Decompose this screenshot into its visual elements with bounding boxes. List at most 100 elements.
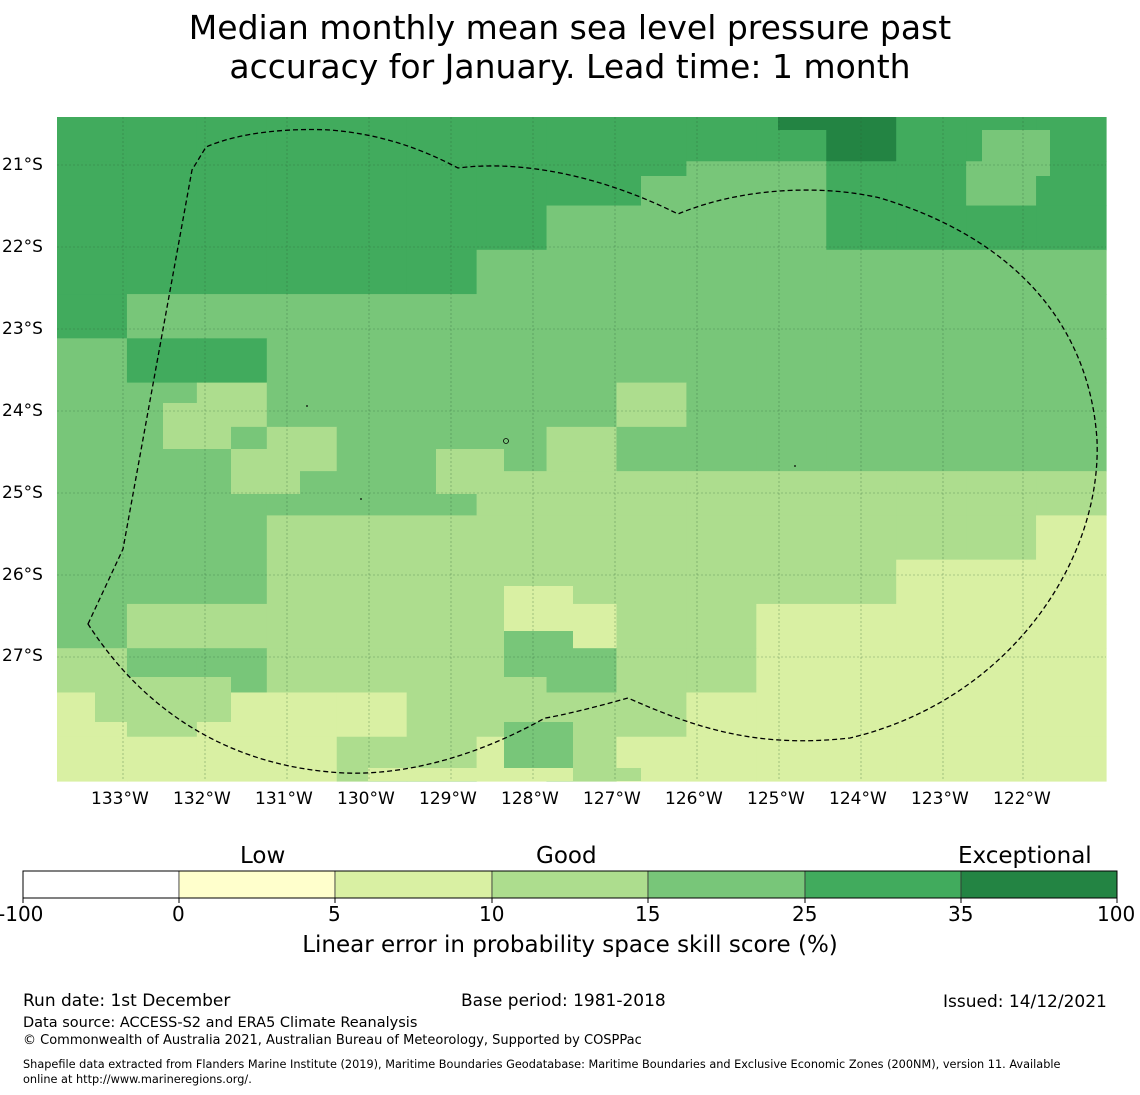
skill-cell bbox=[896, 603, 967, 649]
colorbar-caption: Linear error in probability space skill … bbox=[302, 932, 838, 958]
skill-cell bbox=[336, 426, 408, 472]
skill-cell bbox=[126, 205, 198, 251]
skill-cell bbox=[476, 338, 548, 384]
island-marker bbox=[306, 405, 308, 407]
skill-cell bbox=[1036, 382, 1107, 428]
skill-cell bbox=[406, 382, 478, 428]
skill-cell bbox=[686, 559, 757, 605]
skill-cell bbox=[57, 161, 128, 207]
skill-cell bbox=[196, 117, 268, 162]
skill-cell bbox=[266, 648, 338, 694]
lon-label: 126°W bbox=[665, 789, 723, 809]
skill-cell bbox=[266, 249, 338, 295]
tick-label: 100 bbox=[1097, 902, 1136, 926]
skill-cell bbox=[756, 603, 827, 649]
skill-cell bbox=[196, 205, 268, 251]
skill-cell bbox=[196, 249, 268, 295]
skill-cell bbox=[126, 559, 198, 605]
skill-cell bbox=[616, 515, 687, 561]
skill-cell bbox=[336, 515, 408, 561]
skill-cell bbox=[546, 117, 618, 162]
skill-cell bbox=[966, 471, 1037, 516]
skill-cell bbox=[266, 736, 338, 782]
skill-cell bbox=[406, 117, 478, 162]
category-low: Low bbox=[240, 843, 286, 869]
skill-cell bbox=[57, 559, 128, 605]
skill-cell bbox=[266, 294, 338, 339]
skill-cell bbox=[476, 294, 548, 339]
skill-cell bbox=[826, 426, 897, 472]
skill-cell bbox=[126, 161, 198, 207]
skill-cell bbox=[966, 559, 1037, 605]
skill-cell bbox=[686, 603, 757, 649]
skill-cell bbox=[616, 338, 687, 384]
skill-cell bbox=[406, 603, 478, 649]
skill-cell bbox=[476, 515, 548, 561]
skill-cell bbox=[126, 338, 198, 384]
island-marker bbox=[503, 438, 509, 444]
skill-cell bbox=[266, 559, 338, 605]
skill-cell bbox=[57, 426, 128, 472]
tick-label: 25 bbox=[792, 902, 818, 926]
skill-cell bbox=[982, 130, 1050, 176]
skill-cell bbox=[406, 515, 478, 561]
skill-grid bbox=[57, 117, 1107, 782]
skill-cell bbox=[616, 117, 687, 162]
skill-cell bbox=[616, 426, 687, 472]
skill-cell bbox=[756, 382, 827, 428]
skill-cell bbox=[546, 471, 618, 516]
skill-cell bbox=[966, 736, 1037, 782]
colorbar-bin bbox=[334, 870, 493, 899]
skill-cell bbox=[1036, 205, 1107, 251]
skill-cell bbox=[336, 648, 408, 694]
lat-label: 24°S bbox=[2, 401, 43, 421]
skill-cell bbox=[57, 294, 128, 339]
skill-cell bbox=[896, 648, 967, 694]
skill-cell bbox=[546, 161, 618, 207]
skill-cell bbox=[966, 648, 1037, 694]
lat-label: 26°S bbox=[2, 565, 43, 585]
skill-cell bbox=[896, 161, 967, 207]
copyright: © Commonwealth of Australia 2021, Austra… bbox=[23, 1033, 642, 1048]
skill-cell bbox=[826, 603, 897, 649]
skill-cell bbox=[686, 692, 757, 738]
skill-cell bbox=[336, 117, 408, 162]
category-exceptional: Exceptional bbox=[958, 843, 1092, 869]
skill-cell bbox=[57, 736, 128, 782]
island-marker bbox=[794, 465, 796, 467]
skill-cell bbox=[616, 249, 687, 295]
skill-cell bbox=[756, 559, 827, 605]
skill-cell bbox=[126, 515, 198, 561]
tick-label: 10 bbox=[479, 902, 505, 926]
skill-cell bbox=[476, 117, 548, 162]
colorbar-bin bbox=[178, 870, 336, 899]
skill-cell bbox=[336, 294, 408, 339]
skill-cell bbox=[686, 736, 757, 782]
skill-cell bbox=[504, 586, 573, 631]
skill-cell bbox=[546, 515, 618, 561]
lon-label: 125°W bbox=[747, 789, 805, 809]
run-date: Run date: 1st December bbox=[23, 991, 231, 1011]
skill-cell bbox=[966, 426, 1037, 472]
skill-cell bbox=[686, 471, 757, 516]
skill-cell bbox=[616, 294, 687, 339]
skill-cell bbox=[266, 161, 338, 207]
skill-cell bbox=[57, 249, 128, 295]
skill-cell bbox=[826, 294, 897, 339]
skill-cell bbox=[231, 449, 300, 494]
skill-cell bbox=[966, 692, 1037, 738]
lat-label: 21°S bbox=[2, 155, 43, 175]
skill-cell bbox=[436, 449, 504, 494]
skill-cell bbox=[826, 692, 897, 738]
skill-cell bbox=[896, 294, 967, 339]
skill-cell bbox=[95, 677, 231, 722]
skill-cell bbox=[504, 631, 573, 677]
skill-cell bbox=[896, 426, 967, 472]
skill-cell bbox=[966, 603, 1037, 649]
lat-label: 22°S bbox=[2, 237, 43, 257]
skill-cell bbox=[966, 338, 1037, 384]
skill-cell bbox=[966, 205, 1037, 251]
skill-cell bbox=[966, 249, 1037, 295]
skill-cell bbox=[1036, 338, 1107, 384]
skill-cell bbox=[756, 426, 827, 472]
